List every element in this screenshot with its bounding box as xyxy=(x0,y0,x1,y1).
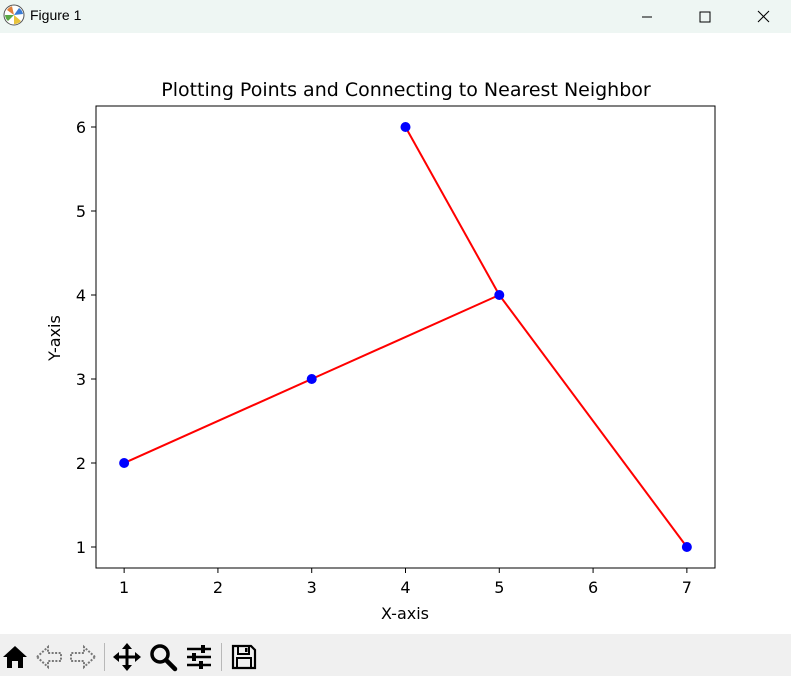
minimize-icon xyxy=(642,16,652,17)
data-point xyxy=(400,122,411,132)
data-point xyxy=(119,458,130,468)
toolbar-separator xyxy=(104,643,105,671)
maximize-icon xyxy=(699,11,711,22)
y-tick-label: 4 xyxy=(76,286,86,305)
save-icon xyxy=(231,644,257,670)
data-point xyxy=(306,374,317,384)
data-point xyxy=(494,290,505,300)
y-axis-ticks: 1 2 3 4 5 6 xyxy=(76,118,96,557)
matplotlib-logo-icon xyxy=(3,4,25,26)
x-tick-label: 4 xyxy=(400,578,410,597)
close-icon xyxy=(757,10,769,23)
zoom-button[interactable] xyxy=(148,642,178,672)
x-tick-label: 1 xyxy=(119,578,129,597)
close-button[interactable] xyxy=(734,0,791,33)
save-button[interactable] xyxy=(229,642,259,672)
connection-line xyxy=(311,294,500,380)
y-axis-label: Y-axis xyxy=(45,315,64,362)
y-tick-label: 2 xyxy=(76,454,86,473)
figure-canvas[interactable]: Plotting Points and Connecting to Neares… xyxy=(0,33,791,634)
minimize-button[interactable] xyxy=(618,0,676,33)
connection-lines xyxy=(123,126,688,548)
window-titlebar: Figure 1 xyxy=(0,0,791,33)
connection-line xyxy=(498,294,688,548)
home-button[interactable] xyxy=(0,642,30,672)
zoom-icon xyxy=(150,644,178,672)
toolbar-separator xyxy=(221,643,222,671)
window-title: Figure 1 xyxy=(30,7,82,23)
back-button[interactable] xyxy=(34,642,64,672)
forward-icon xyxy=(70,644,97,670)
back-icon xyxy=(35,644,62,670)
connection-line xyxy=(404,126,501,296)
x-tick-label: 2 xyxy=(213,578,223,597)
home-icon xyxy=(3,646,27,668)
x-axis-label: X-axis xyxy=(381,604,429,623)
forward-button[interactable] xyxy=(68,642,98,672)
data-point xyxy=(681,542,692,552)
configure-subplots-icon xyxy=(187,645,211,669)
connection-line xyxy=(123,378,313,464)
y-tick-label: 6 xyxy=(76,118,86,137)
maximize-button[interactable] xyxy=(676,0,734,33)
x-tick-label: 6 xyxy=(588,578,598,597)
x-axis-ticks: 1 2 3 4 5 6 7 xyxy=(119,568,692,597)
y-tick-label: 3 xyxy=(76,370,86,389)
pan-button[interactable] xyxy=(112,642,142,672)
chart: Plotting Points and Connecting to Neares… xyxy=(45,79,716,623)
x-tick-label: 3 xyxy=(307,578,317,597)
x-tick-label: 7 xyxy=(682,578,692,597)
navigation-toolbar xyxy=(0,634,791,676)
pan-icon xyxy=(113,643,141,671)
y-tick-label: 1 xyxy=(76,538,86,557)
y-tick-label: 5 xyxy=(76,202,86,221)
chart-title: Plotting Points and Connecting to Neares… xyxy=(161,79,651,101)
x-tick-label: 5 xyxy=(494,578,504,597)
data-points xyxy=(119,122,692,552)
configure-subplots-button[interactable] xyxy=(184,642,214,672)
